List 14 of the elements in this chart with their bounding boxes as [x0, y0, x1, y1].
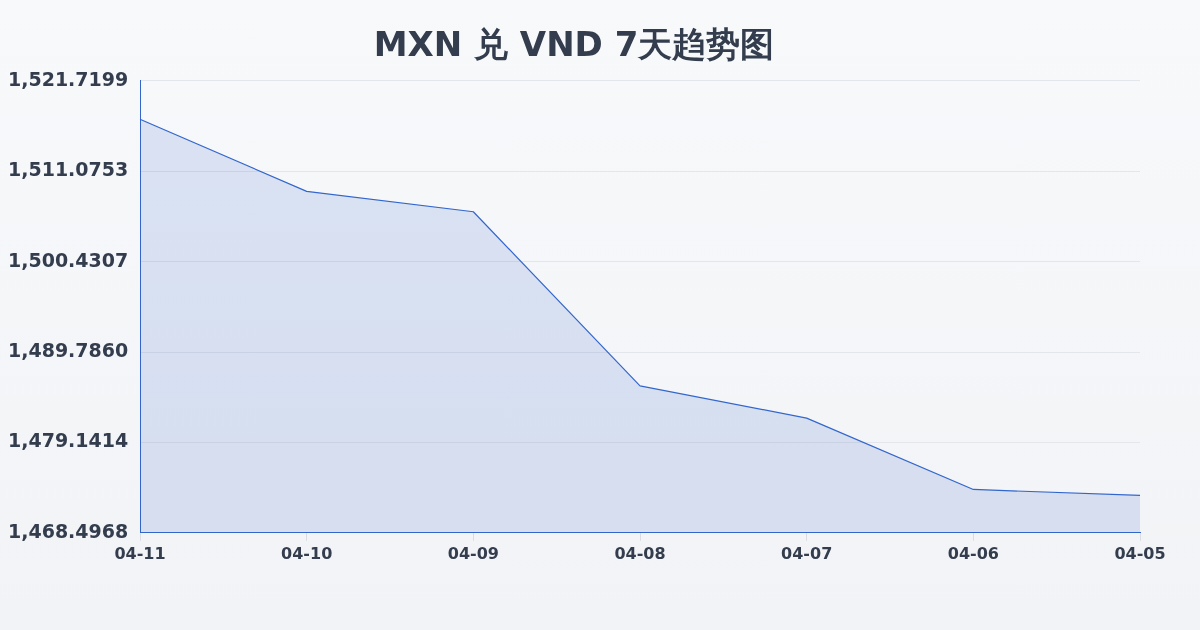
- x-tick-label: 04-06: [947, 543, 999, 563]
- y-tick-label: 1,511.0753: [8, 158, 129, 181]
- x-tick-label: 04-11: [114, 543, 166, 563]
- chart-title: MXN 兑 VND 7天趋势图: [373, 24, 775, 65]
- x-tick-label: 04-08: [614, 543, 666, 563]
- y-tick-label: 1,479.1414: [8, 429, 129, 452]
- y-tick-label: 1,521.7199: [8, 67, 129, 90]
- x-tick-label: 04-07: [781, 543, 833, 563]
- x-tick-label: 04-10: [281, 543, 333, 563]
- y-tick-label: 1,468.4968: [8, 519, 129, 542]
- y-tick-label: 1,489.7860: [8, 338, 129, 361]
- x-tick-label: 04-09: [447, 543, 499, 563]
- x-tick-label: 04-05: [1114, 543, 1166, 563]
- y-tick-label: 1,500.4307: [8, 248, 129, 271]
